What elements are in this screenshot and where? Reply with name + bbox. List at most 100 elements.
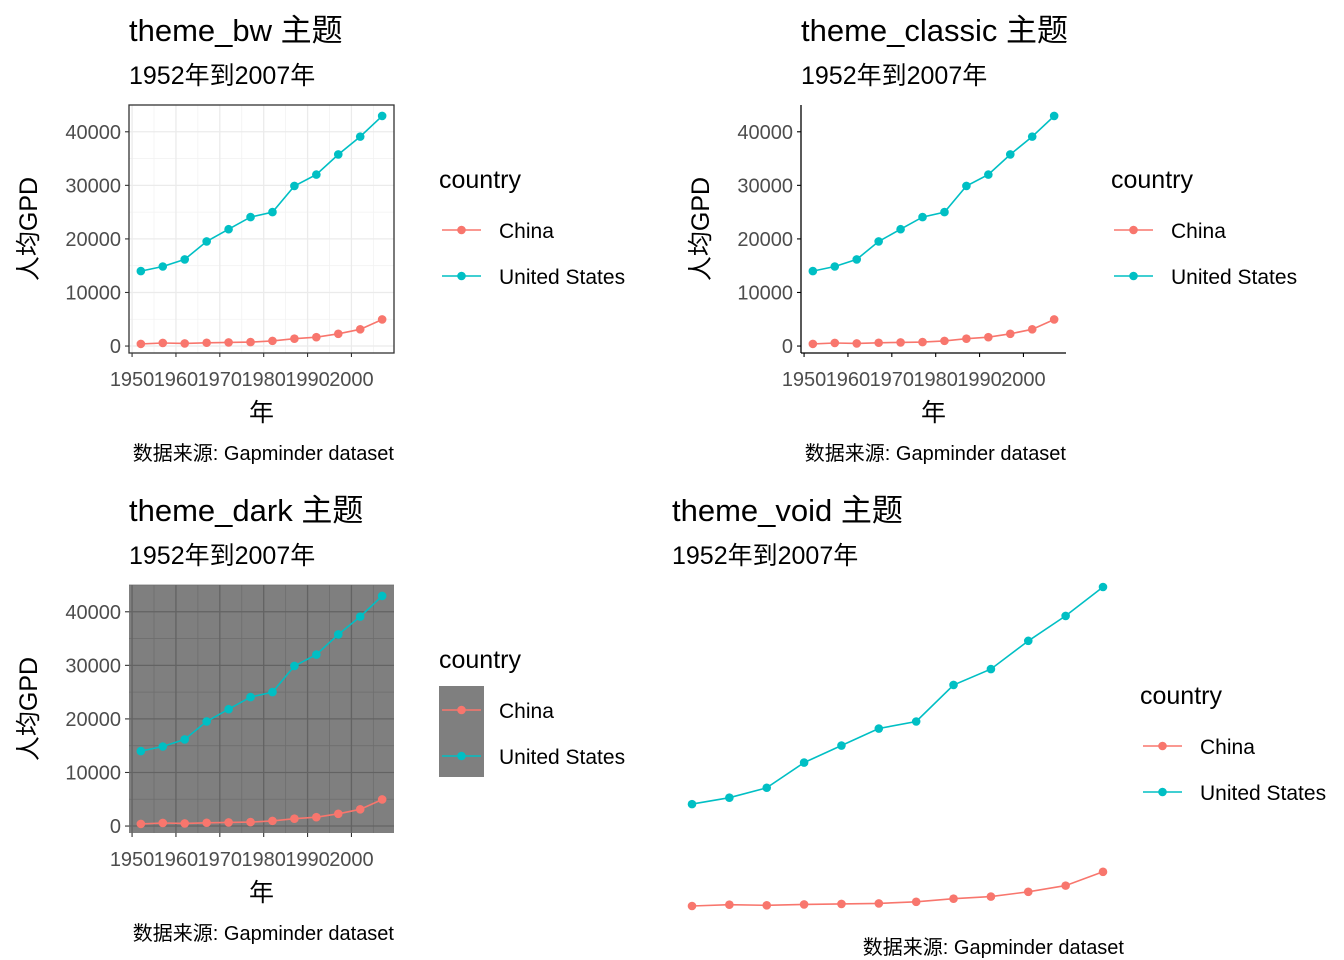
data-point — [246, 212, 255, 222]
data-point — [377, 111, 387, 121]
data-point — [268, 687, 277, 697]
data-point — [852, 339, 862, 348]
data-point — [290, 181, 299, 191]
data-point — [224, 338, 233, 347]
data-point — [962, 334, 971, 343]
series-line-china — [812, 318, 1055, 345]
x-tick-label: 1990 — [285, 849, 330, 871]
data-point — [180, 255, 190, 264]
data-point — [333, 809, 343, 819]
legend-key-point — [1158, 787, 1167, 797]
data-point — [355, 612, 365, 621]
data-point — [202, 237, 211, 246]
x-tick-label: 1980 — [241, 369, 286, 391]
y-axis-title: 人均GPD — [15, 657, 43, 761]
data-point — [837, 899, 846, 909]
data-point — [874, 899, 884, 908]
data-point — [268, 816, 277, 826]
data-point — [312, 812, 321, 822]
caption: 数据来源: Gapminder dataset — [133, 442, 395, 465]
legend-label: China — [1200, 736, 1255, 759]
y-tick-label: 0 — [782, 336, 793, 358]
series-line-china — [691, 871, 1104, 907]
y-tick-label: 20000 — [737, 229, 793, 251]
y-tick-label: 40000 — [737, 122, 793, 144]
data-point — [312, 332, 321, 342]
y-tick-label: 10000 — [737, 282, 793, 304]
legend-label: United States — [499, 746, 625, 769]
legend-label: United States — [1171, 266, 1297, 289]
x-tick-label: 2000 — [329, 369, 374, 391]
y-tick-label: 0 — [110, 816, 121, 838]
data-point — [799, 900, 809, 909]
legend: country China United States — [439, 646, 625, 777]
series-line-united-states — [140, 115, 383, 272]
legend-key-background — [439, 686, 484, 777]
panel-title: theme_void 主题 — [672, 493, 903, 528]
data-point — [158, 262, 168, 271]
panel-classic: theme_classic 主题 1952年到2007年 0 10000 20000 30… — [687, 13, 1297, 465]
x-tick-label: 1960 — [826, 369, 871, 391]
data-point — [808, 266, 818, 276]
data-point — [799, 758, 809, 767]
y-tick-label: 10000 — [65, 282, 121, 304]
y-tick-label: 10000 — [65, 762, 121, 784]
data-point — [333, 329, 343, 339]
legend: country China United States — [439, 166, 625, 289]
data-point — [911, 897, 921, 907]
x-tick-label: 1980 — [241, 849, 286, 871]
data-point — [918, 212, 927, 222]
y-tick-label: 30000 — [65, 175, 121, 197]
data-point — [962, 181, 971, 191]
legend-title: country — [1111, 166, 1193, 194]
data-point — [984, 332, 993, 342]
data-point — [246, 817, 255, 827]
panel-subtitle: 1952年到2007年 — [129, 62, 315, 90]
data-point — [1023, 887, 1033, 897]
data-point — [918, 337, 927, 347]
data-point — [377, 795, 387, 804]
data-point — [312, 170, 321, 179]
legend-label: China — [499, 700, 554, 723]
data-point — [224, 704, 233, 714]
data-point — [290, 661, 299, 671]
data-point — [246, 692, 255, 702]
legend-title: country — [1140, 682, 1222, 710]
y-tick-label: 20000 — [65, 709, 121, 731]
data-point — [377, 591, 387, 601]
data-point — [874, 338, 883, 348]
data-point — [852, 255, 862, 264]
data-point — [949, 680, 958, 690]
caption: 数据来源: Gapminder dataset — [805, 442, 1067, 465]
x-axis-title: 年 — [921, 399, 946, 427]
panel-subtitle: 1952年到2007年 — [672, 542, 858, 570]
legend-key-point — [1158, 741, 1167, 751]
data-point — [1098, 582, 1108, 592]
legend-key-point — [457, 225, 466, 235]
x-tick-label: 1950 — [110, 849, 155, 871]
y-tick-label: 20000 — [65, 229, 121, 251]
x-tick-label: 2000 — [329, 849, 374, 871]
data-point — [202, 717, 211, 726]
y-tick-label: 40000 — [65, 602, 121, 624]
data-point — [355, 132, 365, 141]
x-tick-label: 1990 — [957, 369, 1002, 391]
panel-bw: theme_bw 主题 1952年到2007年 0 10000 20000 30000 40… — [15, 13, 625, 465]
data-point — [268, 207, 277, 217]
data-point — [377, 315, 387, 324]
x-tick-label: 1950 — [110, 369, 155, 391]
data-point — [837, 741, 846, 750]
legend-title: country — [439, 166, 521, 194]
panel-dark: theme_dark 主题 1952年到2007年 0 10000 20000 30000… — [15, 493, 625, 945]
data-point — [333, 630, 343, 639]
data-point — [874, 237, 883, 246]
data-point — [290, 334, 299, 343]
series-line-united-states — [812, 115, 1055, 272]
y-tick-label: 40000 — [65, 122, 121, 144]
data-point — [136, 339, 146, 349]
data-point — [158, 818, 168, 828]
x-tick-label: 1980 — [913, 369, 958, 391]
legend-key-point — [457, 705, 466, 715]
